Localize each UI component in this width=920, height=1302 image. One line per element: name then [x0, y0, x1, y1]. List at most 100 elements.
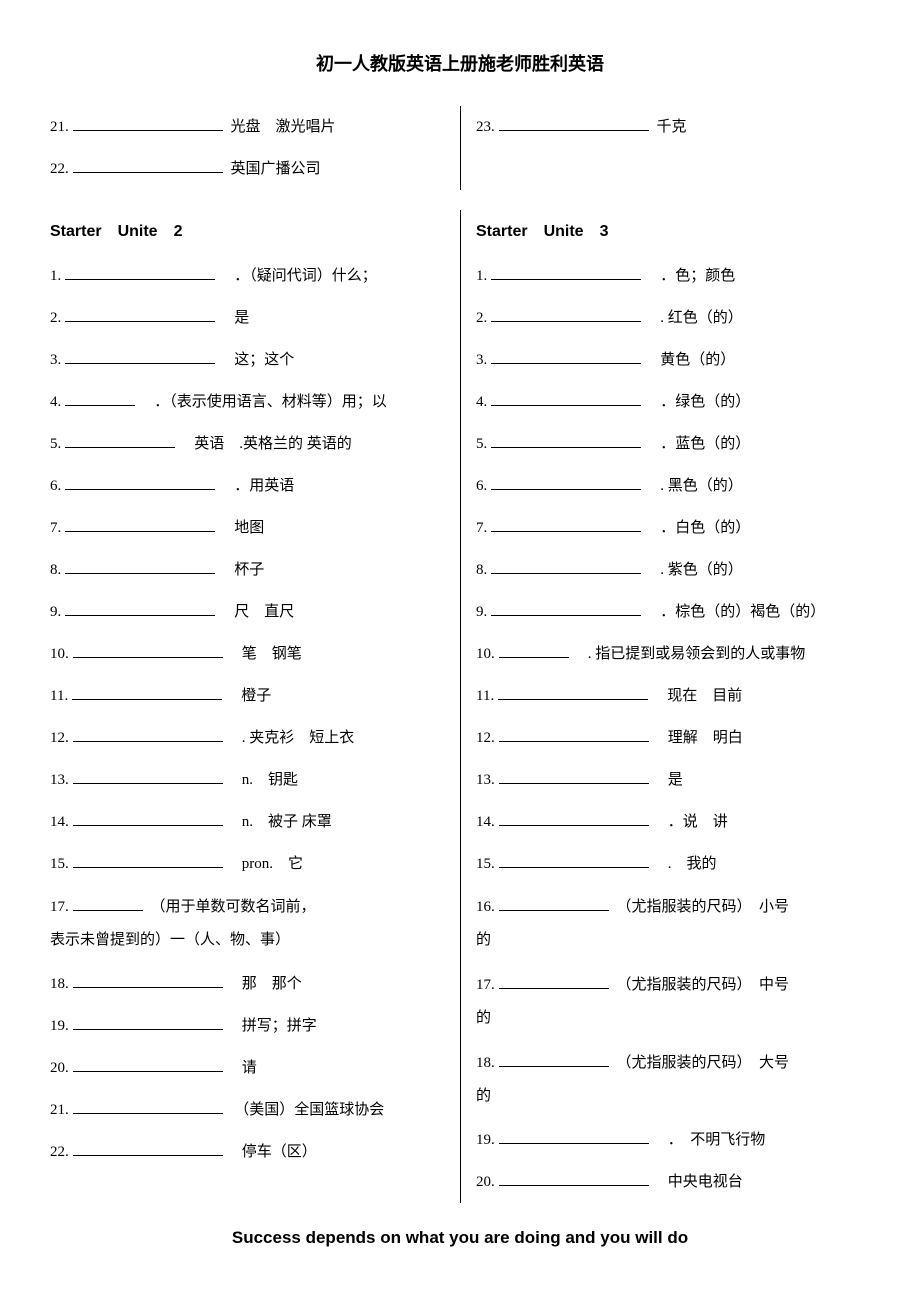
fill-blank[interactable] — [491, 264, 641, 280]
worksheet-item: 12. . 夹克衫 短上衣 — [50, 717, 445, 759]
fill-blank[interactable] — [65, 516, 215, 532]
fill-blank[interactable] — [72, 684, 222, 700]
fill-blank[interactable] — [499, 642, 569, 658]
fill-blank[interactable] — [73, 810, 223, 826]
fill-blank[interactable] — [73, 852, 223, 868]
fill-blank[interactable] — [499, 115, 649, 131]
fill-blank[interactable] — [491, 306, 641, 322]
fill-blank[interactable] — [73, 157, 223, 173]
fill-blank[interactable] — [498, 684, 648, 700]
fill-blank[interactable] — [73, 1014, 223, 1030]
worksheet-item: 6. ．用英语 — [50, 465, 445, 507]
fill-blank[interactable] — [499, 726, 649, 742]
item-def: ．说 讲 — [653, 814, 728, 830]
worksheet-item: 20. 中央电视台 — [476, 1161, 870, 1203]
fill-blank[interactable] — [491, 474, 641, 490]
worksheet-item: 21. 光盘 激光唱片 — [50, 106, 445, 148]
fill-blank[interactable] — [65, 600, 215, 616]
worksheet-item: 23. 千克 — [476, 106, 870, 148]
item-def: 理解 明白 — [653, 730, 743, 746]
fill-blank[interactable] — [499, 768, 649, 784]
fill-blank[interactable] — [73, 1098, 223, 1114]
worksheet-item: 17. （用于单数可数名词前， 表示未曾提到的）一（人、物、事） — [50, 885, 445, 963]
item-num: 18. — [50, 976, 69, 992]
fill-blank[interactable] — [491, 600, 641, 616]
fill-blank[interactable] — [65, 264, 215, 280]
worksheet-item: 5. 英语 .英格兰的 英语的 — [50, 423, 445, 465]
worksheet-item: 2. 是 — [50, 297, 445, 339]
item-num: 3. — [476, 352, 487, 368]
worksheet-item: 5. ．蓝色（的） — [476, 423, 870, 465]
worksheet-item: 4. ．（表示使用语言、材料等）用；以 — [50, 381, 445, 423]
item-def: 英语 .英格兰的 英语的 — [179, 436, 352, 452]
item-def: 中央电视台 — [653, 1174, 743, 1190]
item-def: 橙子 — [226, 688, 271, 704]
item-num: 3. — [50, 352, 61, 368]
worksheet-item: 3. 黄色（的） — [476, 339, 870, 381]
item-def: ．色；颜色 — [645, 268, 735, 284]
section-title: Starter Unite 2 — [50, 210, 445, 255]
item-def: n. 被子 床罩 — [227, 814, 332, 830]
item-num: 15. — [476, 856, 495, 872]
fill-blank[interactable] — [491, 516, 641, 532]
fill-blank[interactable] — [73, 642, 223, 658]
fill-blank[interactable] — [73, 972, 223, 988]
item-num: 17. — [476, 977, 495, 993]
fill-blank[interactable] — [499, 895, 609, 911]
fill-blank[interactable] — [73, 1140, 223, 1156]
fill-blank[interactable] — [65, 558, 215, 574]
item-num: 16. — [476, 899, 495, 915]
fill-blank[interactable] — [491, 432, 641, 448]
right-column: Starter Unite 3 1. ．色；颜色2. . 红色（的）3. 黄色（… — [460, 210, 870, 1203]
fill-blank[interactable] — [491, 558, 641, 574]
fill-blank[interactable] — [491, 348, 641, 364]
item-num: 4. — [476, 394, 487, 410]
item-def: . 紫色（的） — [645, 562, 743, 578]
fill-blank[interactable] — [499, 1128, 649, 1144]
fill-blank[interactable] — [73, 1056, 223, 1072]
fill-blank[interactable] — [65, 474, 215, 490]
fill-blank[interactable] — [499, 973, 609, 989]
item-def: （尤指服装的尺码） 小号 — [617, 899, 790, 915]
item-def: （尤指服装的尺码） 大号 — [617, 1055, 790, 1071]
item-def: 千克 — [657, 119, 687, 135]
item-def: 是 — [653, 772, 683, 788]
item-num: 7. — [476, 520, 487, 536]
item-def: ．绿色（的） — [645, 394, 750, 410]
item-num: 1. — [50, 268, 61, 284]
fill-blank[interactable] — [65, 432, 175, 448]
fill-blank[interactable] — [499, 810, 649, 826]
fill-blank[interactable] — [65, 390, 135, 406]
item-def: . 夹克衫 短上衣 — [227, 730, 355, 746]
fill-blank[interactable] — [65, 348, 215, 364]
fill-blank[interactable] — [65, 306, 215, 322]
worksheet-item: 10. 笔 钢笔 — [50, 633, 445, 675]
fill-blank[interactable] — [499, 1051, 609, 1067]
fill-blank[interactable] — [73, 115, 223, 131]
item-def: 是 — [219, 310, 249, 326]
item-num: 5. — [50, 436, 61, 452]
worksheet-item: 13. 是 — [476, 759, 870, 801]
worksheet-item: 22. 英国广播公司 — [50, 148, 445, 190]
item-def: pron. 它 — [227, 856, 303, 872]
item-def: 请 — [227, 1060, 257, 1076]
worksheet-item: 1. ．色；颜色 — [476, 255, 870, 297]
top-left-col: 21. 光盘 激光唱片 22. 英国广播公司 — [50, 106, 460, 190]
page-footer: Success depends on what you are doing an… — [50, 1228, 870, 1248]
fill-blank[interactable] — [73, 895, 143, 911]
item-num: 9. — [476, 604, 487, 620]
worksheet-item: 14. ．说 讲 — [476, 801, 870, 843]
fill-blank[interactable] — [73, 768, 223, 784]
worksheet-item: 16. （尤指服装的尺码） 小号 的 — [476, 885, 870, 963]
item-num: 12. — [476, 730, 495, 746]
item-def: 英国广播公司 — [231, 161, 321, 177]
item-def: （美国）全国篮球协会 — [227, 1102, 385, 1118]
fill-blank[interactable] — [499, 1170, 649, 1186]
fill-blank[interactable] — [499, 852, 649, 868]
fill-blank[interactable] — [491, 390, 641, 406]
worksheet-item: 8. . 紫色（的） — [476, 549, 870, 591]
fill-blank[interactable] — [73, 726, 223, 742]
item-def: 黄色（的） — [645, 352, 735, 368]
item-num: 14. — [476, 814, 495, 830]
worksheet-item: 17. （尤指服装的尺码） 中号 的 — [476, 963, 870, 1041]
